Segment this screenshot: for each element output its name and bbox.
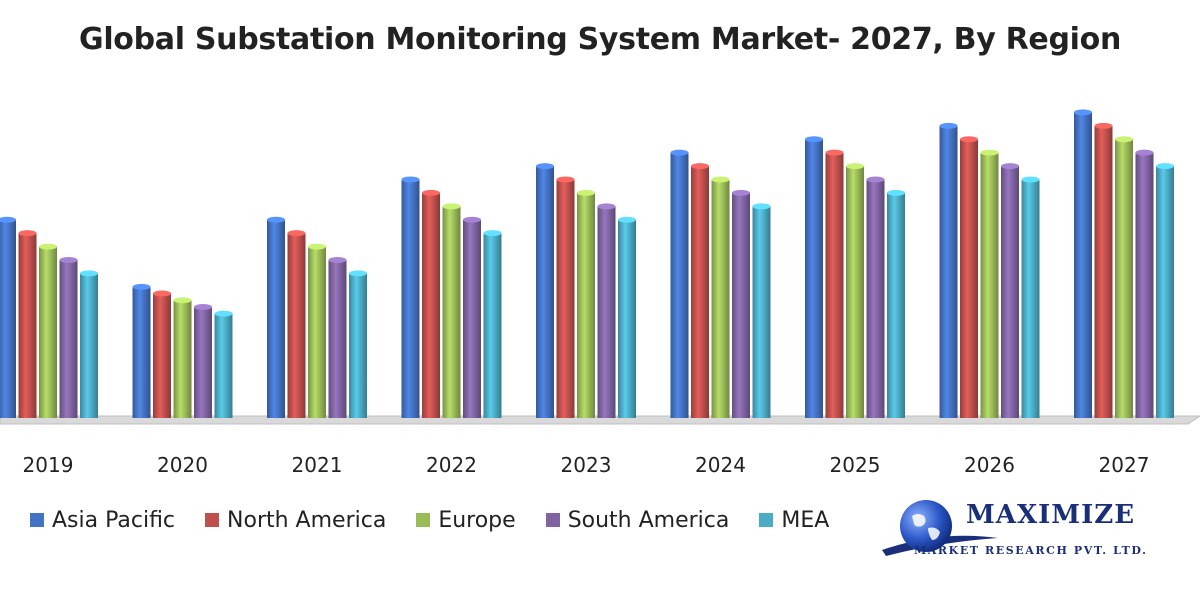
bar-europe-2023 xyxy=(577,189,595,418)
bar-south-america-2023 xyxy=(597,203,616,418)
bar-europe-2025 xyxy=(846,163,864,418)
bar-north-america-2027 xyxy=(1094,122,1113,418)
logo-subtitle: MARKET RESEARCH PVT. LTD. xyxy=(914,544,1148,557)
bar-europe-2019 xyxy=(39,243,57,418)
bar-south-america-2025 xyxy=(866,176,885,418)
bar-asia-pacific-2019 xyxy=(0,216,16,418)
bar-europe-2021 xyxy=(308,243,326,418)
x-tick-label-2019: 2019 xyxy=(23,453,74,477)
bar-north-america-2026 xyxy=(960,136,978,418)
x-tick-label-2026: 2026 xyxy=(964,453,1015,477)
legend-label-mea: MEA xyxy=(781,507,830,533)
logo-name: MAXIMIZE xyxy=(966,500,1136,530)
chart-title: Global Substation Monitoring System Mark… xyxy=(79,22,1121,57)
legend-swatch-mea xyxy=(759,513,774,527)
bar-asia-pacific-2026 xyxy=(939,122,958,418)
legend-swatch-south-america xyxy=(545,513,560,527)
x-tick-label-2024: 2024 xyxy=(695,453,746,477)
bar-mea-2020 xyxy=(214,310,233,418)
x-tick-label-2022: 2022 xyxy=(426,453,477,477)
bar-europe-2027 xyxy=(1115,136,1133,418)
bar-europe-2026 xyxy=(980,149,999,418)
company-logo: MAXIMIZE MARKET RESEARCH PVT. LTD. xyxy=(880,494,1200,594)
bar-asia-pacific-2021 xyxy=(267,216,285,418)
bar-mea-2022 xyxy=(483,230,502,418)
bar-mea-2024 xyxy=(752,203,771,418)
legend-swatch-asia-pacific xyxy=(30,513,44,527)
bar-north-america-2025 xyxy=(825,149,844,418)
bar-europe-2024 xyxy=(711,176,730,418)
legend-swatch-north-america xyxy=(205,513,220,527)
bar-north-america-2021 xyxy=(287,230,306,418)
bar-mea-2027 xyxy=(1156,163,1174,418)
bar-asia-pacific-2025 xyxy=(805,136,823,418)
x-tick-label-2027: 2027 xyxy=(1099,453,1150,477)
bar-north-america-2019 xyxy=(18,230,37,418)
x-axis-tick-labels: 2019 2020 2021 2022 2023 2024 2025 2026 2027 xyxy=(23,453,1150,477)
bars-layer xyxy=(0,109,1174,419)
bar-mea-2025 xyxy=(887,189,905,418)
legend-swatch-europe xyxy=(416,513,431,527)
bar-north-america-2022 xyxy=(422,189,440,418)
globe-icon xyxy=(900,500,952,552)
bar-south-america-2019 xyxy=(59,257,78,418)
bar-asia-pacific-2020 xyxy=(132,283,151,418)
legend-item-asia-pacific: Asia Pacific xyxy=(30,508,175,533)
bar-mea-2021 xyxy=(349,270,367,418)
x-tick-label-2020: 2020 xyxy=(157,453,208,477)
legend-item-south-america: South America xyxy=(545,507,730,533)
bar-north-america-2024 xyxy=(691,163,709,418)
bar-asia-pacific-2023 xyxy=(536,163,554,418)
x-tick-label-2025: 2025 xyxy=(830,453,881,477)
bar-south-america-2027 xyxy=(1135,149,1154,418)
x-tick-label-2023: 2023 xyxy=(561,453,612,477)
bar-south-america-2026 xyxy=(1001,163,1019,418)
legend-label-asia-pacific: Asia Pacific xyxy=(52,507,176,533)
bar-europe-2020 xyxy=(173,297,192,418)
bar-asia-pacific-2027 xyxy=(1074,109,1092,419)
bar-mea-2019 xyxy=(80,270,98,418)
bar-asia-pacific-2024 xyxy=(670,149,689,418)
legend: Asia Pacific North America Europe South … xyxy=(30,500,829,540)
x-tick-label-2021: 2021 xyxy=(292,453,343,477)
bar-europe-2022 xyxy=(442,203,461,418)
legend-item-mea: MEA xyxy=(759,508,829,533)
bar-north-america-2023 xyxy=(556,176,575,418)
legend-item-europe: Europe xyxy=(416,507,516,533)
legend-label-south-america: South America xyxy=(567,507,730,533)
bar-south-america-2024 xyxy=(732,189,750,418)
bar-mea-2023 xyxy=(618,216,636,418)
bar-north-america-2020 xyxy=(153,290,171,418)
legend-label-europe: Europe xyxy=(438,507,516,533)
bar-mea-2026 xyxy=(1021,176,1040,418)
bar-south-america-2022 xyxy=(463,216,481,418)
legend-item-north-america: North America xyxy=(205,508,386,533)
legend-label-north-america: North America xyxy=(227,507,387,533)
bar-asia-pacific-2022 xyxy=(401,176,420,418)
bar-south-america-2020 xyxy=(194,303,212,418)
bar-south-america-2021 xyxy=(328,257,347,418)
